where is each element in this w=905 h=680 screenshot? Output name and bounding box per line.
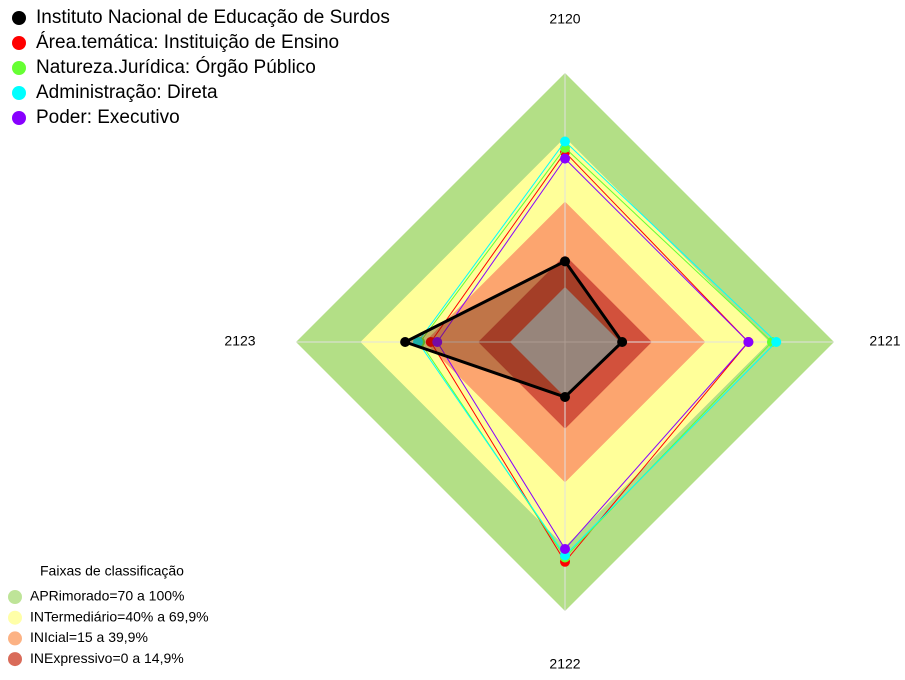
point — [400, 337, 411, 347]
legend-label: Poder: Executivo — [36, 107, 180, 128]
legend-label: Administração: Direta — [36, 82, 218, 103]
legend-marker — [12, 61, 26, 75]
axis-label: 2122 — [549, 656, 580, 672]
legend-label: Natureza.Jurídica: Órgão Público — [36, 56, 316, 78]
band-legend-marker — [8, 631, 22, 646]
legend-label: Área.temática: Instituição de Ensino — [36, 32, 339, 53]
point — [432, 337, 443, 347]
legend-marker — [12, 86, 26, 100]
point — [743, 337, 754, 347]
axis-label: 2120 — [549, 11, 580, 27]
band-legend-label: INTermediário=40% a 69,9% — [30, 608, 209, 624]
axis-label: 2121 — [869, 333, 900, 349]
point — [560, 136, 570, 147]
legend-marker — [12, 11, 26, 25]
axis-label: 2123 — [224, 333, 255, 349]
point — [771, 337, 782, 347]
band-legend-label: APRimorado=70 a 100% — [30, 588, 185, 604]
band-legend-marker — [8, 590, 22, 604]
point — [617, 337, 628, 347]
point — [560, 392, 570, 402]
band-legend-marker — [8, 610, 22, 625]
band-legend-marker — [8, 652, 22, 667]
point — [560, 543, 570, 554]
point — [560, 153, 570, 164]
point — [560, 256, 570, 267]
bands-title: Faixas de classificação — [40, 563, 184, 579]
band-legend-label: INIcial=15 a 39,9% — [30, 629, 148, 645]
legend-marker — [12, 111, 26, 125]
band-legend-label: INExpressivo=0 a 14,9% — [30, 650, 184, 666]
legend-label: Instituto Nacional de Educação de Surdos — [36, 7, 390, 28]
legend-marker — [12, 36, 26, 50]
